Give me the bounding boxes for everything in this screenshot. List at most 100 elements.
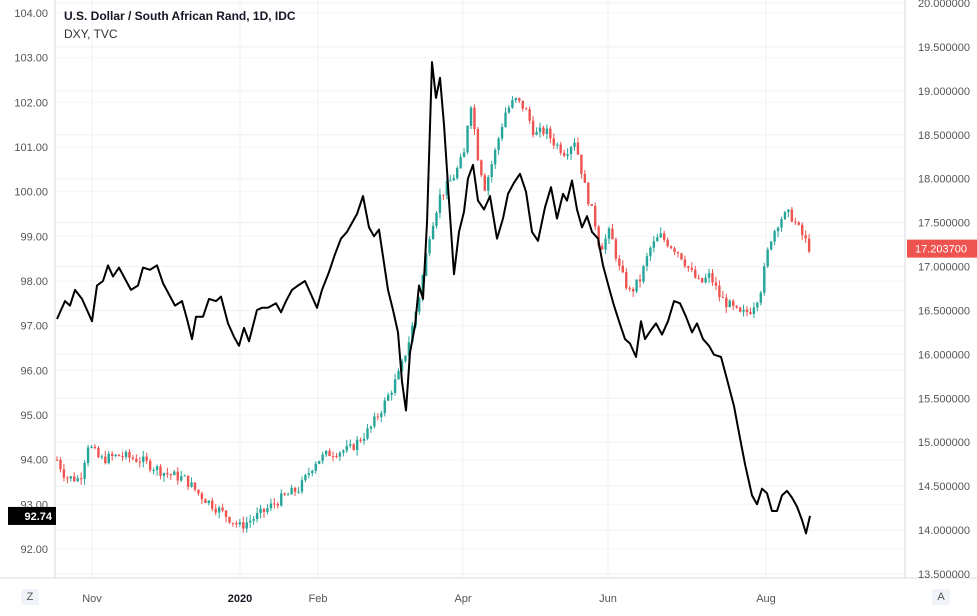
candle-body xyxy=(231,522,235,524)
candle-body xyxy=(745,309,749,313)
candle-body xyxy=(176,471,179,481)
candle-body xyxy=(594,205,597,227)
candle-body xyxy=(69,476,72,479)
candle-body xyxy=(173,471,176,476)
candle-body xyxy=(721,297,725,299)
candle-body xyxy=(328,450,331,456)
left-tick-label: 100.00 xyxy=(14,187,48,199)
right-tick-label: 19.500000 xyxy=(918,42,970,54)
candle-body xyxy=(76,478,79,482)
candle-body xyxy=(683,259,687,267)
left-tick-label: 97.00 xyxy=(20,321,48,333)
candle-body xyxy=(797,222,800,225)
candle-body xyxy=(725,297,728,308)
candle-body xyxy=(369,426,373,429)
candle-body xyxy=(183,475,186,477)
candle-body xyxy=(511,100,514,108)
candle-body xyxy=(569,147,573,155)
left-price-badge-text: 92.74 xyxy=(24,511,52,523)
candle-body xyxy=(345,445,348,451)
candle-body xyxy=(518,97,521,101)
right-tick-label: 16.500000 xyxy=(918,305,970,317)
candle-body xyxy=(252,519,255,521)
auto-scale-right-button[interactable]: A xyxy=(932,589,950,605)
candle-body xyxy=(293,487,297,492)
candle-body xyxy=(366,428,369,439)
candle-body xyxy=(383,400,386,414)
candle-body xyxy=(545,128,549,134)
candle-body xyxy=(166,473,169,475)
candle-body xyxy=(645,256,649,267)
candle-body xyxy=(107,453,110,464)
candle-body xyxy=(304,474,307,481)
candle-body xyxy=(435,212,438,226)
candle-body xyxy=(242,522,245,529)
candle-body xyxy=(556,144,559,146)
candle-body xyxy=(380,413,383,417)
overlay-series-label: DXY, TVC xyxy=(64,27,118,41)
candle-body xyxy=(801,224,804,236)
candle-body xyxy=(769,241,773,250)
candle-body xyxy=(504,112,507,128)
candle-body xyxy=(93,446,97,449)
candle-body xyxy=(669,246,673,249)
right-tick-label: 19.000000 xyxy=(918,86,970,98)
candle-body xyxy=(752,307,756,314)
candle-body xyxy=(307,473,311,475)
candle-body xyxy=(73,476,76,482)
candle-body xyxy=(756,302,759,308)
candle-body xyxy=(638,279,642,282)
candle-body xyxy=(718,285,721,298)
candle-body xyxy=(694,269,697,278)
candle-body xyxy=(128,451,131,458)
candle-body xyxy=(59,459,62,470)
candle-body xyxy=(393,379,397,393)
candle-body xyxy=(190,482,193,487)
candle-body xyxy=(135,458,138,462)
candle-body xyxy=(680,253,683,260)
x-tick-label: Jun xyxy=(599,593,617,605)
candle-body xyxy=(559,144,562,153)
candle-body xyxy=(335,456,338,458)
candle-body xyxy=(500,127,504,139)
right-price-badge-text: 17.203700 xyxy=(915,244,967,256)
candle-body xyxy=(224,510,228,518)
candle-body xyxy=(83,462,86,479)
candle-body xyxy=(514,97,518,101)
candle-body xyxy=(611,228,614,240)
left-tick-label: 101.00 xyxy=(14,142,48,154)
right-tick-label: 18.000000 xyxy=(918,174,970,186)
candle-body xyxy=(566,154,569,156)
candle-body xyxy=(528,109,531,121)
candle-body xyxy=(197,489,200,494)
candle-body xyxy=(114,454,117,457)
chart-title: U.S. Dollar / South African Rand, 1D, ID… xyxy=(64,9,296,23)
candle-body xyxy=(66,477,69,479)
candle-body xyxy=(631,289,635,292)
candle-body xyxy=(352,444,355,450)
candle-body xyxy=(221,507,224,511)
candle-body xyxy=(97,448,100,458)
candle-body xyxy=(476,129,480,161)
candle-body xyxy=(117,454,121,457)
candle-body xyxy=(676,252,680,254)
candles xyxy=(55,95,811,533)
candle-body xyxy=(697,277,700,279)
candle-body xyxy=(804,235,807,239)
auto-scale-left-button[interactable]: Z xyxy=(21,589,39,605)
candle-body xyxy=(359,439,362,441)
candle-body xyxy=(331,455,335,457)
candle-body xyxy=(763,266,766,293)
candle-body xyxy=(245,522,248,529)
candle-body xyxy=(614,239,618,259)
candle-body xyxy=(607,228,611,239)
candle-body xyxy=(300,480,304,492)
candle-body xyxy=(783,212,787,220)
candle-body xyxy=(86,447,90,463)
candle-body xyxy=(604,238,607,250)
candle-body xyxy=(155,466,159,470)
candle-body xyxy=(573,142,576,148)
candle-body xyxy=(138,461,141,463)
